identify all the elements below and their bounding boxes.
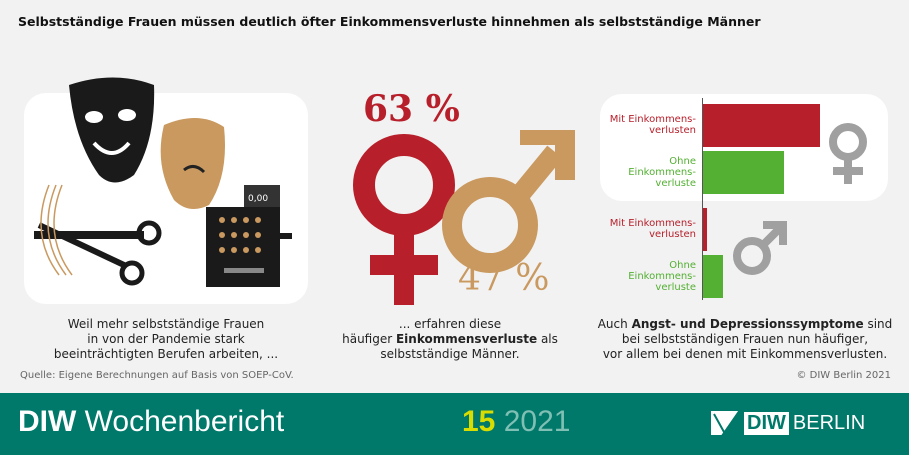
caption-line: ... erfahren diese <box>398 317 502 331</box>
footer-bar: DIW Wochenbericht 15 2021 DIW BERLIN <box>0 393 909 455</box>
left-caption: Weil mehr selbstständige Frauen in von d… <box>24 317 308 362</box>
bar-label-line: verluste <box>655 281 696 293</box>
bar-label-line: Ohne <box>669 259 696 271</box>
cash-register-icon: 0,00 <box>206 185 292 287</box>
caption-line: vor allem bei denen mit Einkommensverlus… <box>602 347 888 361</box>
caption-line: Weil mehr selbstständige Frauen <box>67 317 265 331</box>
women-percentage: 63 % <box>363 88 460 130</box>
source-note: Quelle: Eigene Berechnungen auf Basis vo… <box>20 370 294 381</box>
diw-berlin-logo: DIW BERLIN <box>710 410 865 436</box>
bar-label-line: verlusten <box>649 229 696 240</box>
caption-text: Auch <box>597 317 632 331</box>
bar-label: Mit Einkommens-verlusten <box>606 114 696 136</box>
bar-label: Ohne Einkommens-verluste <box>606 260 696 293</box>
occupations-illustration: 0,00 <box>34 77 292 287</box>
bar-label-line: Ohne <box>669 155 696 167</box>
copyright: © DIW Berlin 2021 <box>796 370 891 381</box>
caption-line: in von der Pandemie stark <box>87 332 245 346</box>
caption-text: sind <box>863 317 893 331</box>
brand-name: DIW Wochenbericht <box>18 405 284 439</box>
female-symbol-icon <box>353 134 455 305</box>
logo-berlin: BERLIN <box>792 411 866 434</box>
brand-rest: Wochenbericht <box>76 405 285 438</box>
svg-text:0,00: 0,00 <box>248 194 268 204</box>
issue-number: 15 2021 <box>462 405 570 439</box>
right-caption: Auch Angst- und Depressionssymptome sind… <box>590 317 900 362</box>
caption-line: häufiger Einkommensverluste als <box>330 332 570 347</box>
female-symbol-icon <box>829 123 867 184</box>
bar-label-line: Mit Einkommens- <box>609 218 696 229</box>
bar <box>703 255 723 298</box>
page-title: Selbstständige Frauen müssen deutlich öf… <box>18 14 761 29</box>
scissors-icon <box>34 184 162 286</box>
caption-line: selbstständige Männer. <box>380 347 520 361</box>
issue: 15 <box>462 405 496 438</box>
middle-caption: ... erfahren diese häufiger Einkommensve… <box>330 317 570 362</box>
male-symbol-icon <box>733 221 787 275</box>
caption-line: Auch Angst- und Depressionssymptome sind <box>590 317 900 332</box>
logo-diw: DIW <box>744 411 789 435</box>
bar-label-line: Einkommens- <box>628 166 696 178</box>
caption-line: beeinträchtigten Berufen arbeiten, ... <box>53 347 279 361</box>
bar <box>703 208 707 251</box>
year: 2021 <box>503 405 571 438</box>
brand-bold: DIW <box>18 405 77 438</box>
bar-label: Mit Einkommens-verlusten <box>606 218 696 240</box>
caption-text: als <box>537 332 558 346</box>
caption-bold: Einkommensverluste <box>395 332 538 346</box>
theater-masks-icon <box>69 77 225 209</box>
caption-bold: Angst- und Depressionssymptome <box>631 317 864 331</box>
bar-label-line: verluste <box>655 177 696 189</box>
bar-label: Ohne Einkommens-verluste <box>606 156 696 189</box>
male-symbol-icon <box>442 130 575 273</box>
bar-label-line: verlusten <box>649 125 696 136</box>
bar-axis <box>702 98 703 300</box>
diw-logo-mark-icon <box>710 410 740 436</box>
bar <box>703 151 784 194</box>
bar-label-line: Mit Einkommens- <box>609 114 696 125</box>
caption-text: häufiger <box>342 332 396 346</box>
bar <box>703 104 820 147</box>
bar-label-line: Einkommens- <box>628 270 696 282</box>
caption-line: bei selbstständigen Frauen nun häufiger, <box>621 332 869 346</box>
